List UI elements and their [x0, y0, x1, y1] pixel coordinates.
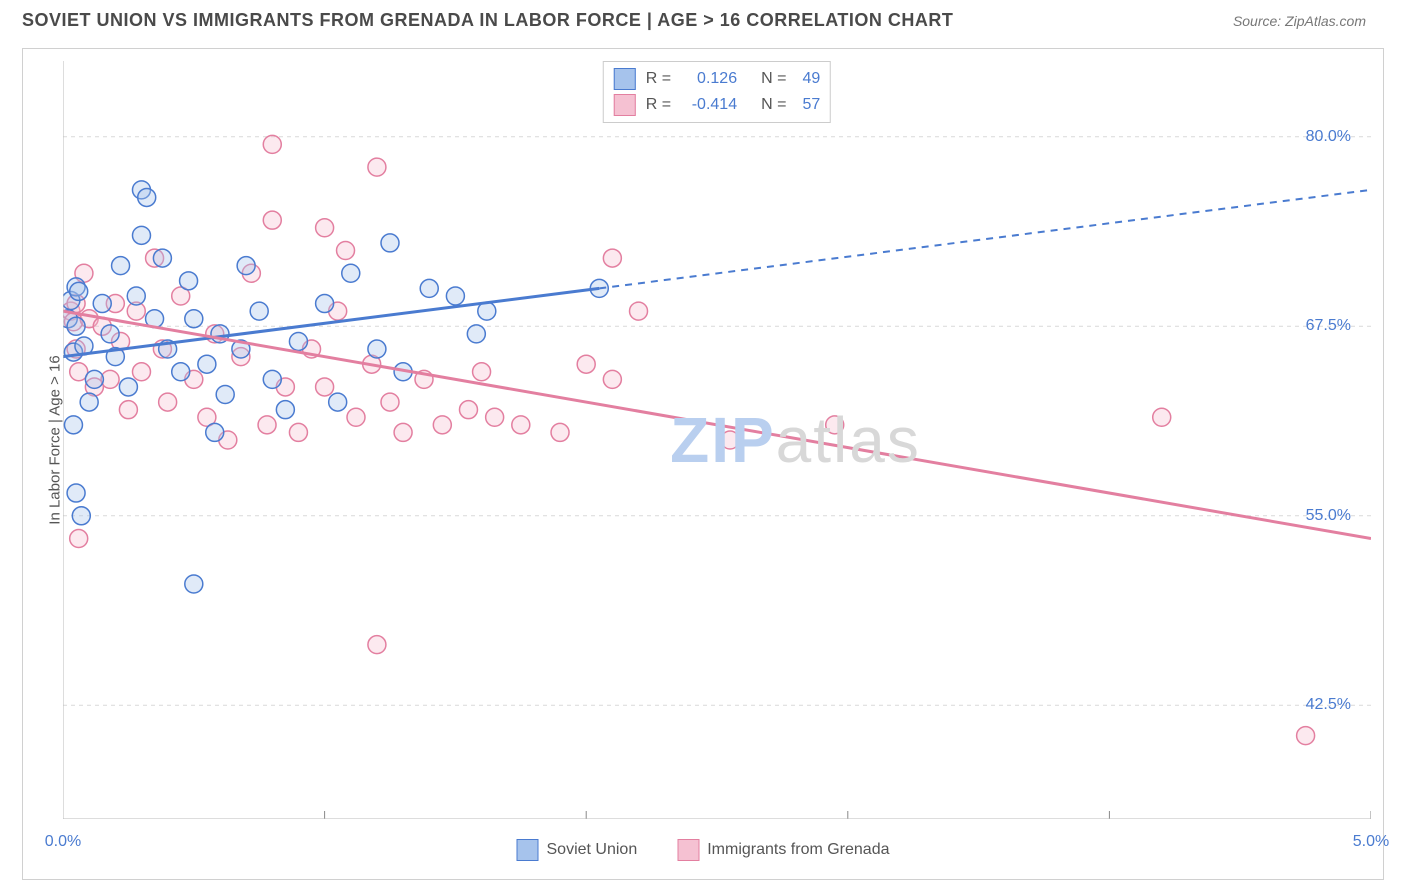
swatch-grenada [614, 94, 636, 116]
r-value-grenada: -0.414 [681, 96, 737, 114]
legend-label-soviet: Soviet Union [547, 841, 638, 859]
y-tick-label: 67.5% [1306, 317, 1351, 335]
swatch-soviet [614, 68, 636, 90]
n-label: N = [761, 96, 786, 114]
correlation-row-soviet: R = 0.126 N = 49 [612, 66, 822, 92]
source-label: Source: ZipAtlas.com [1233, 13, 1366, 29]
x-tick-label: 0.0% [45, 833, 81, 851]
swatch-soviet [517, 839, 539, 861]
n-label: N = [761, 70, 786, 88]
legend-item-soviet: Soviet Union [517, 839, 638, 861]
correlation-row-grenada: R = -0.414 N = 57 [612, 92, 822, 118]
bottom-legend: Soviet Union Immigrants from Grenada [517, 839, 890, 861]
r-label: R = [646, 96, 671, 114]
n-value-soviet: 49 [802, 70, 820, 88]
legend-label-grenada: Immigrants from Grenada [707, 841, 889, 859]
plot-area: In Labor Force | Age > 16 R = 0.126 N = … [63, 61, 1371, 819]
y-tick-label: 80.0% [1306, 128, 1351, 146]
r-label: R = [646, 70, 671, 88]
chart-container: In Labor Force | Age > 16 R = 0.126 N = … [22, 48, 1384, 880]
legend-item-grenada: Immigrants from Grenada [677, 839, 889, 861]
y-tick-label: 42.5% [1306, 696, 1351, 714]
correlation-legend: R = 0.126 N = 49 R = -0.414 N = 57 [603, 61, 831, 123]
x-tick-label: 5.0% [1353, 833, 1389, 851]
y-tick-label: 55.0% [1306, 507, 1351, 525]
chart-title: SOVIET UNION VS IMMIGRANTS FROM GRENADA … [22, 10, 953, 31]
y-axis-label: In Labor Force | Age > 16 [47, 355, 64, 524]
scatter-svg [63, 61, 1371, 819]
n-value-grenada: 57 [802, 96, 820, 114]
swatch-grenada [677, 839, 699, 861]
r-value-soviet: 0.126 [681, 70, 737, 88]
